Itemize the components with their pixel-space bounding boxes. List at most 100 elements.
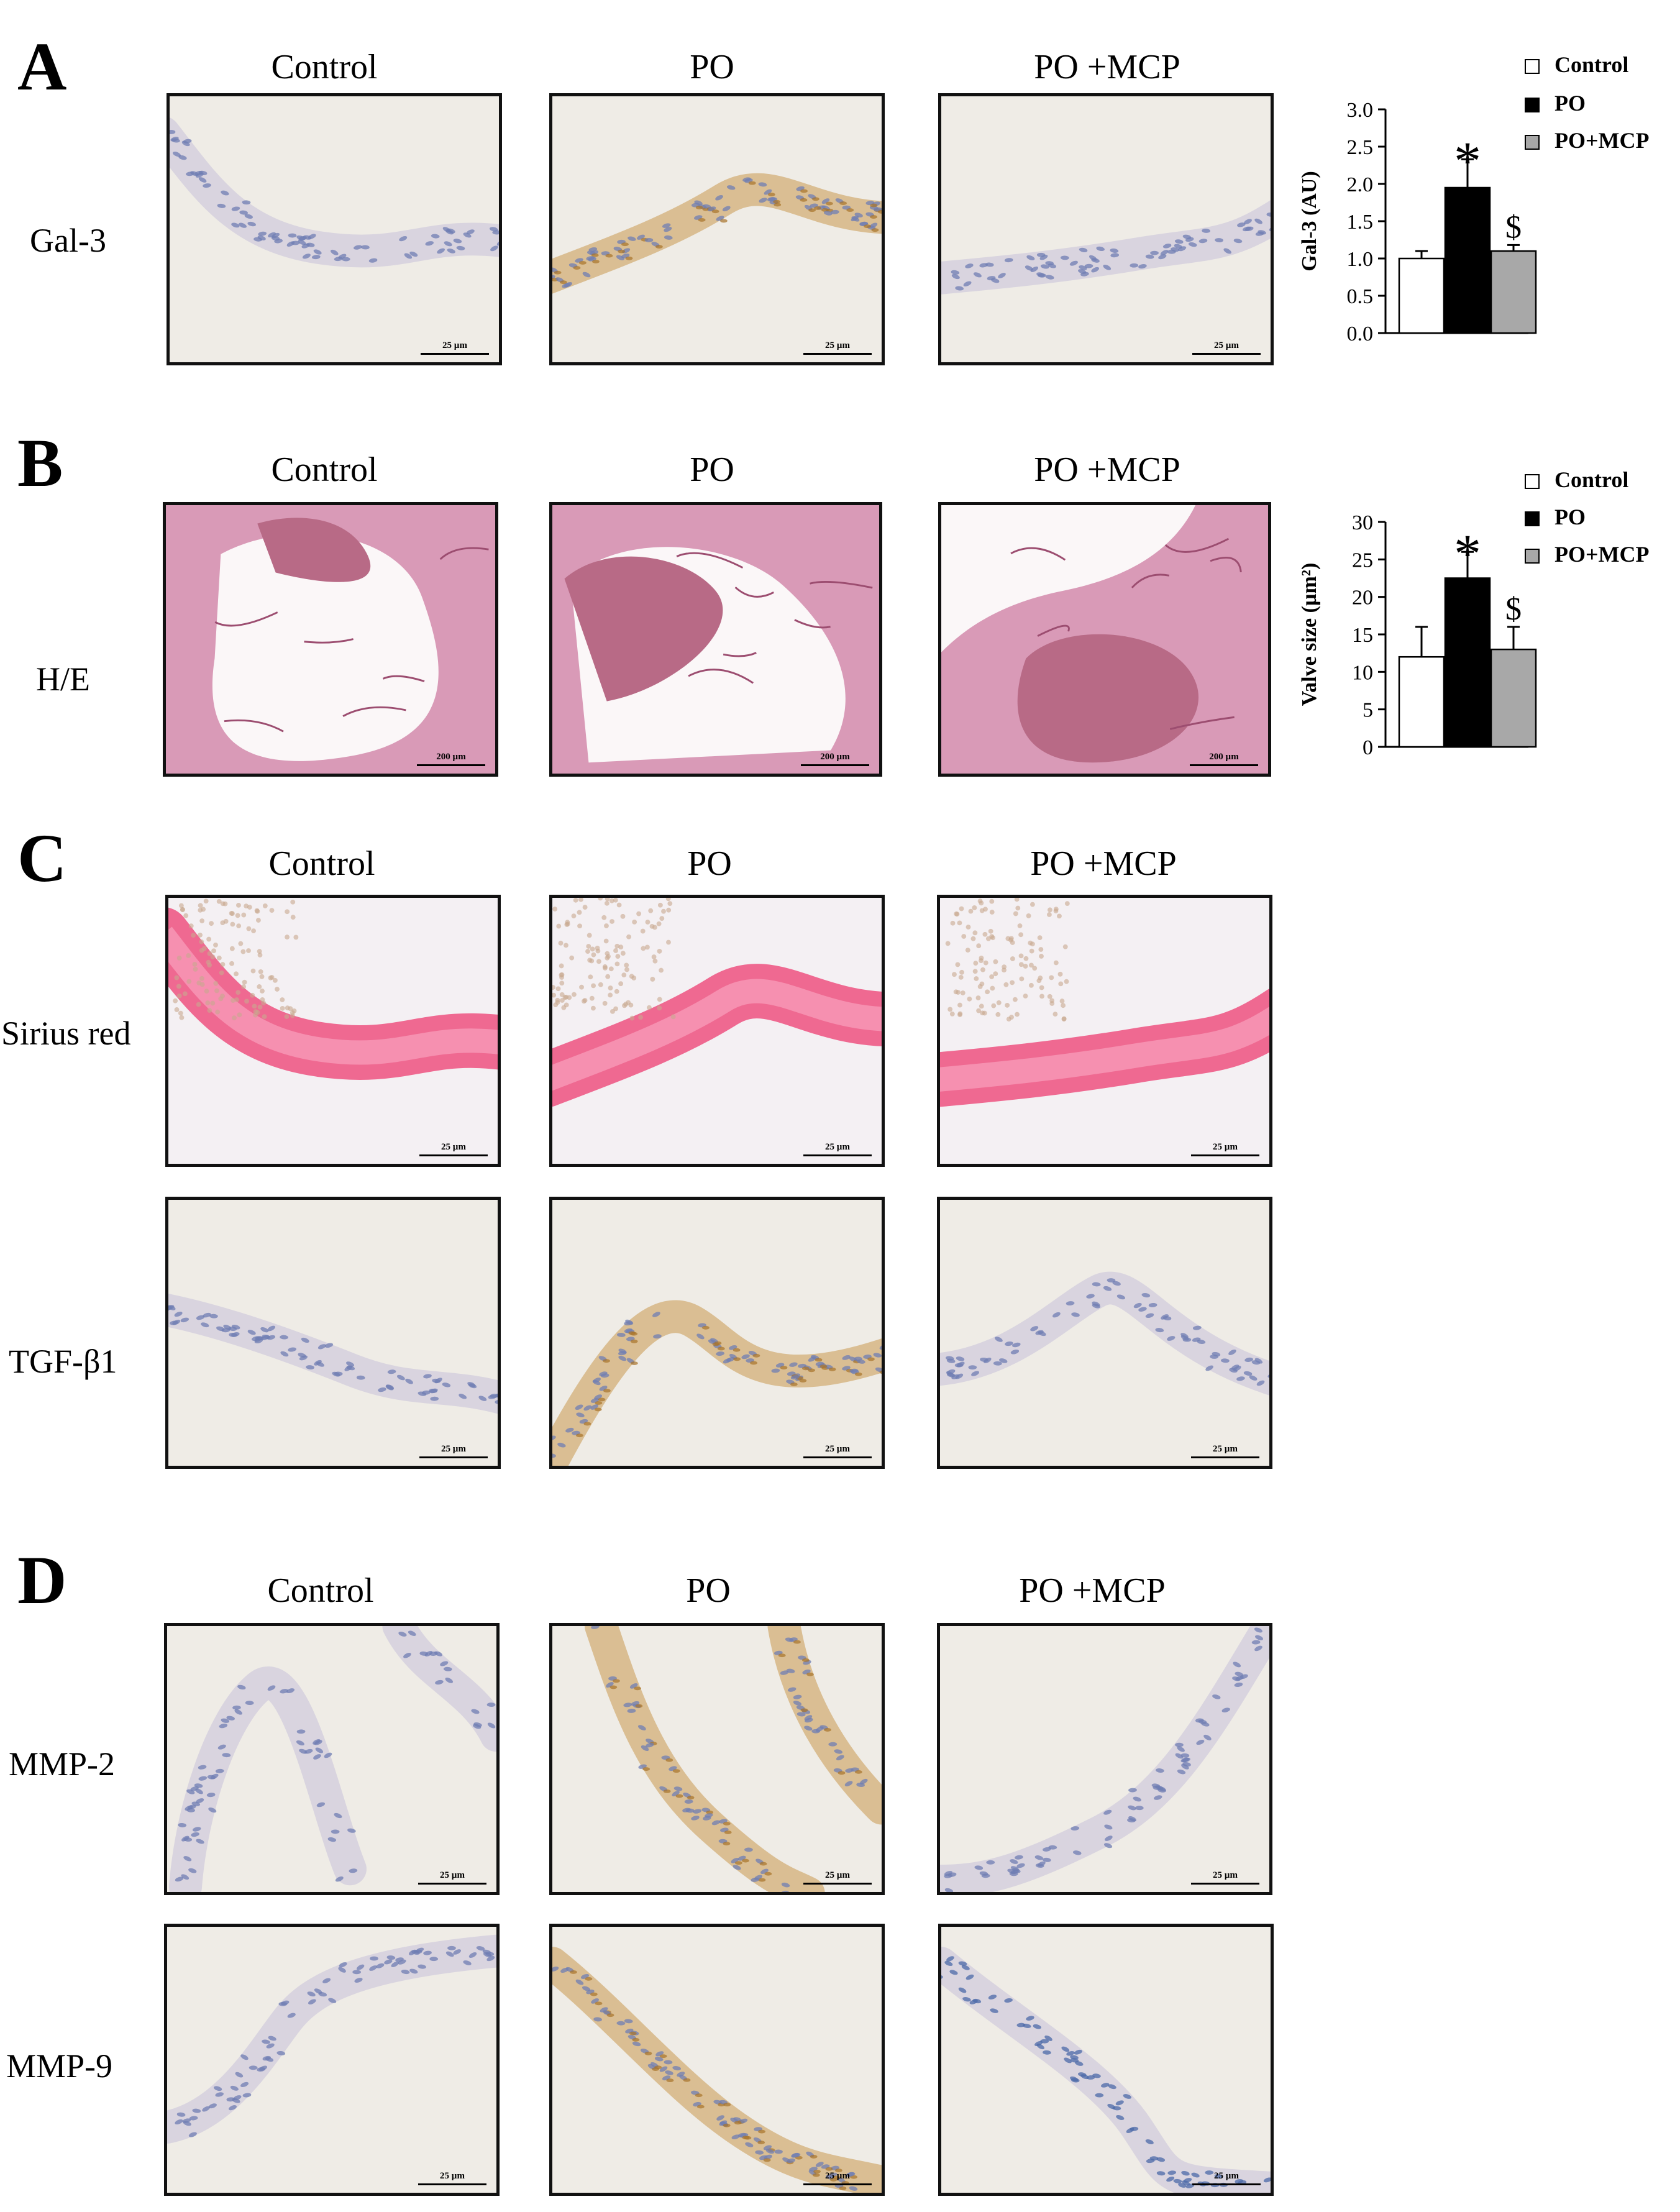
legend-item-po: PO <box>1525 506 1586 528</box>
row-label-gal3: Gal-3 <box>30 222 106 259</box>
scale-bar: 25 µm <box>803 2172 872 2185</box>
significance-dollar: $ <box>1505 592 1522 627</box>
y-tick-label: 2.5 <box>1347 136 1374 159</box>
column-header-po: PO <box>690 48 734 86</box>
y-axis-label: Valve size (µm²) <box>1298 563 1321 706</box>
chart-svg: 0.0 0.5 1.0 1.5 2.0 2.5 3.0 Gal-3 (AU) * $ <box>1298 99 1537 345</box>
column-header-po-mcp: PO +MCP <box>1030 844 1177 883</box>
column-header-po-mcp: PO +MCP <box>1034 450 1180 489</box>
significance-asterisk: * <box>1454 524 1481 584</box>
legend-swatch <box>1525 511 1540 526</box>
row-label-mmp-2: MMP-2 <box>9 1745 116 1783</box>
micrograph-gal3-control: 25 µm <box>167 93 502 365</box>
column-header-po-mcp: PO +MCP <box>1034 48 1180 86</box>
legend-item-po-mcp: PO+MCP <box>1525 543 1649 565</box>
scale-bar: 200 µm <box>1190 752 1258 766</box>
error-bar <box>1461 551 1474 578</box>
bar-po-mcp <box>1490 648 1537 748</box>
scale-bar: 200 µm <box>417 752 485 766</box>
micrograph-he-po: 200 µm <box>549 502 882 777</box>
micrograph-gal3-po: 25 µm <box>549 93 885 365</box>
bar-po-mcp <box>1490 250 1537 334</box>
legend-swatch <box>1525 474 1540 489</box>
scale-bar: 25 µm <box>803 341 872 355</box>
scale-bar: 25 µm <box>1191 1143 1259 1156</box>
scale-bar: 25 µm <box>1192 341 1261 355</box>
column-header-po: PO <box>687 844 732 883</box>
y-tick-label: 1.0 <box>1347 248 1374 271</box>
micrograph-tgf-b1-po-mcp: 25 µm <box>937 1197 1272 1469</box>
y-tick-label: 5 <box>1363 699 1373 722</box>
legend-item-control: Control <box>1525 53 1628 76</box>
bar-control <box>1398 257 1445 334</box>
micrograph-he-po-mcp: 200 µm <box>938 502 1271 777</box>
y-tick-label: 0.0 <box>1347 322 1374 345</box>
panel-letter-c: C <box>17 820 67 896</box>
bar-chart-gal3: 0.0 0.5 1.0 1.5 2.0 2.5 3.0 Gal-3 (AU) * $ <box>1280 93 1553 354</box>
error-bar <box>1415 250 1428 258</box>
micrograph-gal3-po-mcp: 25 µm <box>938 93 1274 365</box>
scale-bar: 25 µm <box>803 1871 872 1885</box>
scale-bar: 25 µm <box>803 1445 872 1458</box>
micrograph-mmp-2-po: 25 µm <box>549 1623 885 1895</box>
micrograph-sirius-red-po-mcp: 25 µm <box>937 895 1272 1167</box>
y-tick-label: 1.5 <box>1347 211 1374 234</box>
scale-bar: 25 µm <box>1191 1871 1259 1885</box>
y-tick-label: 10 <box>1352 661 1373 684</box>
error-bar <box>1507 626 1520 650</box>
column-header-control: Control <box>271 450 378 489</box>
bar-chart-valve-size: 0 5 10 15 20 25 30 Valve size (µm²) * $ <box>1280 503 1553 777</box>
scale-bar: 25 µm <box>419 1143 488 1156</box>
micrograph-mmp-9-po-mcp: 25 µm <box>938 1924 1274 2196</box>
panel-letter-b: B <box>17 425 63 501</box>
row-label-he: H/E <box>36 660 90 698</box>
y-tick-label: 0 <box>1363 736 1373 759</box>
scale-bar: 25 µm <box>1192 2172 1261 2185</box>
significance-dollar: $ <box>1505 209 1522 245</box>
y-tick-label: 20 <box>1352 587 1373 610</box>
scale-bar: 25 µm <box>418 1871 486 1885</box>
chart-svg: 0 5 10 15 20 25 30 Valve size (µm²) * $ <box>1298 511 1537 759</box>
micrograph-mmp-2-control: 25 µm <box>164 1623 500 1895</box>
column-header-control: Control <box>271 48 378 86</box>
y-tick-label: 30 <box>1352 511 1373 534</box>
column-header-po: PO <box>690 450 734 489</box>
scale-bar: 25 µm <box>419 1445 488 1458</box>
error-bar <box>1415 626 1428 657</box>
scale-bar: 25 µm <box>803 1143 872 1156</box>
y-tick-label: 15 <box>1352 624 1373 647</box>
column-header-po-mcp: PO +MCP <box>1019 1571 1166 1610</box>
row-label-sirius-red: Sirius red <box>1 1015 131 1052</box>
scale-bar: 200 µm <box>801 752 869 766</box>
legend-swatch <box>1525 135 1540 150</box>
column-header-po: PO <box>686 1571 731 1610</box>
legend-item-po-mcp: PO+MCP <box>1525 129 1649 152</box>
legend-swatch <box>1525 59 1540 74</box>
error-bar <box>1507 244 1520 251</box>
micrograph-mmp-9-po: 25 µm <box>549 1924 885 2196</box>
y-tick-label: 3.0 <box>1347 99 1374 122</box>
micrograph-tgf-b1-po: 25 µm <box>549 1197 885 1469</box>
micrograph-sirius-red-control: 25 µm <box>165 895 501 1167</box>
scale-bar: 25 µm <box>1191 1445 1259 1458</box>
column-header-control: Control <box>268 844 375 883</box>
scale-bar: 25 µm <box>418 2172 486 2185</box>
micrograph-sirius-red-po: 25 µm <box>549 895 885 1167</box>
legend-item-control: Control <box>1525 468 1628 491</box>
micrograph-he-control: 200 µm <box>163 502 498 777</box>
row-label-tgf-b1: TGF-β1 <box>9 1343 117 1380</box>
row-label-mmp-9: MMP-9 <box>6 2047 113 2085</box>
legend-item-po: PO <box>1525 92 1586 114</box>
error-bar <box>1461 158 1474 188</box>
legend-swatch <box>1525 98 1540 112</box>
bar-control <box>1398 656 1445 748</box>
micrograph-mmp-9-control: 25 µm <box>164 1924 500 2196</box>
legend-swatch <box>1525 549 1540 564</box>
y-tick-label: 0.5 <box>1347 285 1374 308</box>
column-header-control: Control <box>267 1571 374 1610</box>
scale-bar: 25 µm <box>421 341 489 355</box>
bar-po <box>1444 577 1491 748</box>
micrograph-tgf-b1-control: 25 µm <box>165 1197 501 1469</box>
panel-letter-d: D <box>17 1542 67 1618</box>
y-axis-label: Gal-3 (AU) <box>1298 171 1321 271</box>
